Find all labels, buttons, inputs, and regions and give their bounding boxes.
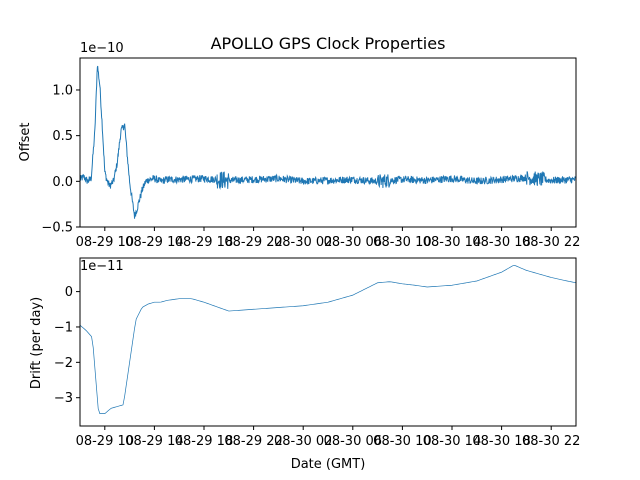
bottom-xtick-label: 08-30 22	[522, 434, 580, 449]
top-xtick-label: 08-30 22	[522, 235, 580, 250]
top-ytick-label: 0.0	[52, 175, 73, 190]
bottom-xtick-label: 08-29 18	[175, 434, 233, 449]
top-y-axis-label: Offset	[18, 122, 33, 161]
top-xtick-label: 08-30 14	[423, 235, 481, 250]
bottom-xtick-label: 08-30 14	[423, 434, 481, 449]
top-xtick-label: 08-30 10	[373, 235, 431, 250]
top-xtick-label: 08-29 18	[175, 235, 233, 250]
bottom-ytick-label: −2	[54, 356, 73, 371]
bottom-xtick-label: 08-29 14	[125, 434, 183, 449]
bottom-xtick-label: 08-29 10	[76, 434, 134, 449]
top-ytick-label: 1.0	[52, 83, 73, 98]
top-series-line	[79, 65, 577, 219]
top-ytick-label: 0.5	[52, 129, 73, 144]
top-xtick-label: 08-30 18	[472, 235, 530, 250]
bottom-xtick-label: 08-30 10	[373, 434, 431, 449]
bottom-ytick-label: 0	[65, 285, 73, 300]
top-xtick-label: 08-29 14	[125, 235, 183, 250]
top-xtick-label: 08-30 02	[274, 235, 332, 250]
bottom-xtick-label: 08-30 06	[324, 434, 382, 449]
bottom-axes-frame	[79, 257, 577, 427]
bottom-xtick-label: 08-30 18	[472, 434, 530, 449]
bottom-x-axis-label: Date (GMT)	[291, 457, 366, 472]
top-xtick-label: 08-29 22	[224, 235, 282, 250]
top-offset-exponent: 1e−10	[80, 41, 124, 56]
bottom-xtick-label: 08-29 22	[224, 434, 282, 449]
bottom-y-axis-label: Drift (per day)	[29, 297, 44, 389]
bottom-series-line	[79, 265, 577, 414]
bottom-offset-exponent: 1e−11	[80, 259, 124, 274]
chart-title: APOLLO GPS Clock Properties	[211, 34, 446, 53]
top-xtick-label: 08-29 10	[76, 235, 134, 250]
top-xtick-label: 08-30 06	[324, 235, 382, 250]
bottom-ytick-label: −1	[54, 320, 73, 335]
top-ytick-label: −0.5	[41, 221, 73, 236]
top-axes-frame	[79, 57, 577, 228]
bottom-xtick-label: 08-30 02	[274, 434, 332, 449]
bottom-ytick-label: −3	[54, 391, 73, 406]
